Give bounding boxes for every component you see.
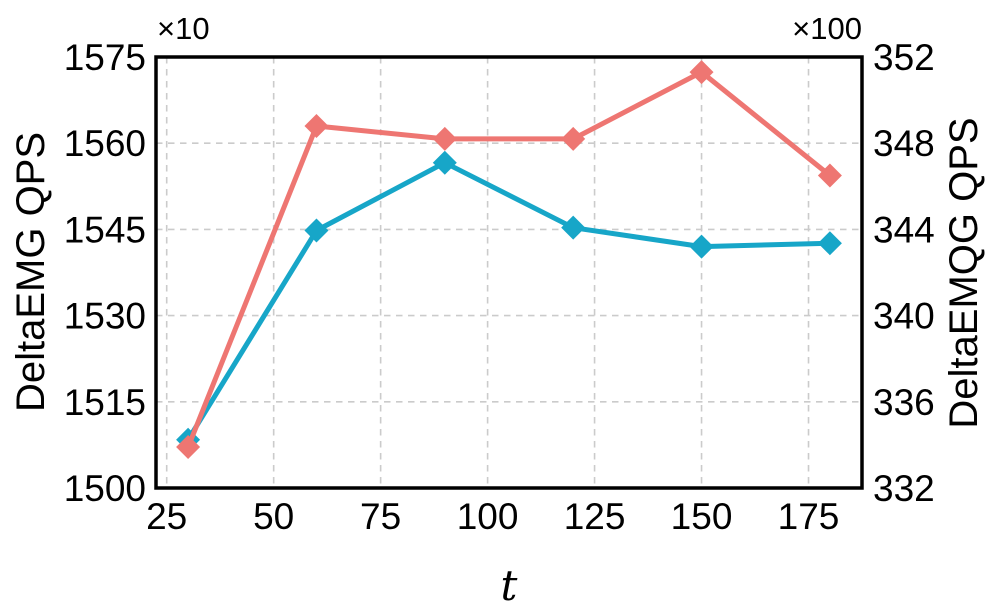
plot-border	[154, 55, 864, 490]
series-line-left	[185, 160, 833, 443]
x-tick-label: 125	[564, 496, 626, 537]
right-y-axis-label: DeltaEMQG QPS	[942, 117, 986, 429]
x-tick-label: 150	[671, 496, 733, 537]
data-point-marker-left	[304, 218, 329, 243]
data-point-marker-right	[304, 113, 329, 138]
left-y-tick-label: 1545	[64, 209, 146, 250]
data-point-marker-left	[561, 215, 586, 240]
data-point-marker-left	[817, 231, 842, 256]
series-line-right	[185, 69, 833, 450]
left-y-tick-label: 1515	[64, 382, 146, 423]
right-y-tick-label: 344	[873, 209, 935, 250]
x-tick-label: 50	[253, 496, 294, 537]
left-y-axis-label: DeltaEMG QPS	[9, 131, 53, 413]
left-axis-multiplier: ×10	[157, 11, 210, 46]
x-axis-label: t	[500, 561, 518, 609]
data-point-marker-right	[689, 60, 714, 85]
right-y-tick-label: 348	[873, 123, 935, 164]
x-tick-label: 100	[457, 496, 519, 537]
x-tick-label: 175	[778, 496, 840, 537]
data-point-marker-right	[432, 126, 457, 151]
left-y-tick-label: 1560	[64, 123, 146, 164]
data-point-marker-left	[432, 150, 457, 175]
data-point-marker-right	[176, 435, 201, 460]
right-y-tick-label: 336	[873, 382, 935, 423]
left-y-tick-label: 1530	[64, 296, 146, 337]
data-point-marker-left	[689, 234, 714, 259]
right-y-tick-label: 352	[873, 37, 935, 78]
right-axis-multiplier: ×100	[792, 11, 862, 46]
left-y-tick-label: 1575	[64, 37, 146, 78]
data-point-marker-right	[561, 126, 586, 151]
data-point-marker-right	[817, 163, 842, 188]
right-y-tick-label: 332	[873, 468, 935, 509]
x-tick-label: 25	[146, 496, 187, 537]
left-y-tick-label: 1500	[64, 468, 146, 509]
right-y-tick-label: 340	[873, 296, 935, 337]
x-tick-label: 75	[360, 496, 401, 537]
